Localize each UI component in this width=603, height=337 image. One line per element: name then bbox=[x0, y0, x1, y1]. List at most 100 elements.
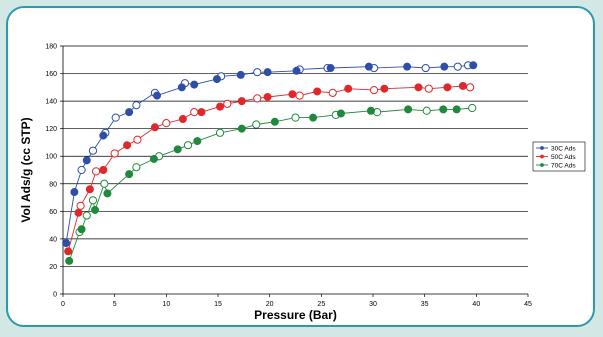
series-line bbox=[65, 64, 474, 244]
y-tick-label: 100 bbox=[45, 154, 57, 161]
data-point-adsorption bbox=[212, 75, 221, 84]
series-line bbox=[68, 107, 473, 262]
x-axis-title: Pressure (Bar) bbox=[254, 308, 337, 322]
data-point-adsorption bbox=[216, 102, 225, 111]
data-point-adsorption bbox=[292, 66, 301, 75]
data-point-adsorption bbox=[364, 62, 373, 71]
y-tick-label: 20 bbox=[49, 264, 57, 271]
legend-label: 30C Ads bbox=[551, 145, 576, 152]
data-point-desorption bbox=[76, 201, 85, 210]
data-point-adsorption bbox=[270, 117, 279, 126]
data-point-adsorption bbox=[82, 156, 91, 165]
data-point-desorption bbox=[215, 128, 225, 137]
data-point-adsorption bbox=[103, 189, 112, 198]
data-point-adsorption bbox=[77, 225, 86, 234]
y-tick-label: 0 bbox=[53, 292, 57, 299]
data-point-adsorption bbox=[64, 247, 73, 256]
y-tick-label: 180 bbox=[45, 44, 57, 51]
data-point-desorption bbox=[295, 91, 304, 100]
data-point-adsorption bbox=[404, 105, 413, 114]
data-point-desorption bbox=[369, 85, 379, 95]
data-point-desorption bbox=[110, 149, 119, 158]
data-point-adsorption bbox=[85, 185, 94, 194]
data-point-desorption bbox=[468, 103, 477, 113]
data-point-adsorption bbox=[344, 84, 353, 93]
data-point-adsorption bbox=[380, 84, 389, 93]
x-tick-label: 45 bbox=[524, 301, 532, 308]
legend-marker bbox=[540, 163, 544, 167]
data-point-desorption bbox=[77, 165, 86, 175]
data-point-desorption bbox=[132, 163, 141, 172]
data-point-adsorption bbox=[153, 91, 162, 100]
legend-item: 70C Ads bbox=[536, 162, 576, 169]
series-30c-ads bbox=[62, 61, 478, 248]
data-point-adsorption bbox=[458, 81, 467, 90]
data-point-adsorption bbox=[177, 83, 186, 92]
data-point-desorption bbox=[453, 62, 462, 71]
data-point-desorption bbox=[190, 108, 199, 117]
data-point-desorption bbox=[253, 94, 262, 103]
data-point-adsorption bbox=[173, 145, 182, 154]
data-point-adsorption bbox=[70, 188, 79, 197]
x-tick-label: 30 bbox=[369, 301, 377, 308]
x-tick-label: 5 bbox=[113, 301, 117, 308]
data-point-desorption bbox=[252, 120, 261, 129]
series-layer bbox=[62, 61, 478, 265]
data-point-adsorption bbox=[336, 109, 345, 118]
data-point-adsorption bbox=[125, 108, 134, 117]
data-point-adsorption bbox=[150, 123, 159, 132]
data-point-adsorption bbox=[125, 170, 134, 179]
x-tick-label: 15 bbox=[214, 301, 222, 308]
y-axis-title: Vol Ads/g (cc STP) bbox=[19, 117, 33, 222]
data-point-desorption bbox=[88, 196, 98, 205]
data-point-adsorption bbox=[440, 62, 449, 71]
chart: 0 20 40 60 80 100 120 140 160 180 0 5 10 15 20 25 30 35 40… bbox=[19, 44, 586, 322]
data-point-adsorption bbox=[403, 62, 412, 71]
y-tick-label: 140 bbox=[45, 99, 57, 106]
data-point-desorption bbox=[291, 113, 300, 122]
data-point-desorption bbox=[162, 119, 171, 128]
y-tick-label: 60 bbox=[49, 209, 57, 216]
axes: 0 20 40 60 80 100 120 140 160 180 0 5 10 15 20 25 30 35 40… bbox=[45, 44, 532, 309]
legend-label: 50C Ads bbox=[551, 154, 576, 161]
x-tick-label: 0 bbox=[61, 301, 65, 308]
data-point-desorption bbox=[82, 211, 91, 220]
data-point-adsorption bbox=[288, 90, 297, 99]
data-point-desorption bbox=[223, 99, 232, 108]
legend-marker bbox=[540, 154, 544, 159]
y-tick-label: 80 bbox=[49, 181, 57, 188]
data-point-adsorption bbox=[414, 83, 423, 92]
data-point-adsorption bbox=[309, 113, 318, 122]
data-point-adsorption bbox=[237, 97, 246, 106]
data-point-desorption bbox=[466, 83, 475, 92]
data-point-adsorption bbox=[443, 83, 452, 92]
data-point-adsorption bbox=[366, 106, 375, 115]
series-50c-ads bbox=[64, 81, 475, 256]
data-point-desorption bbox=[133, 135, 142, 144]
y-tick-label: 160 bbox=[45, 71, 57, 78]
data-point-desorption bbox=[132, 101, 141, 110]
data-point-adsorption bbox=[190, 80, 199, 89]
data-point-adsorption bbox=[149, 154, 158, 163]
legend-item: 30C Ads bbox=[536, 145, 576, 152]
x-tick-label: 40 bbox=[472, 301, 480, 308]
data-point-adsorption bbox=[263, 92, 272, 101]
data-point-desorption bbox=[422, 106, 431, 115]
data-point-adsorption bbox=[237, 124, 246, 133]
x-tick-label: 35 bbox=[421, 301, 429, 308]
x-tick-label: 10 bbox=[162, 301, 170, 308]
data-point-desorption bbox=[100, 179, 109, 188]
y-tick-label: 120 bbox=[45, 126, 57, 133]
legend-marker bbox=[540, 146, 544, 150]
data-point-adsorption bbox=[326, 64, 335, 73]
data-point-adsorption bbox=[62, 239, 71, 248]
data-point-adsorption bbox=[99, 131, 108, 140]
data-point-adsorption bbox=[236, 70, 245, 79]
data-point-adsorption bbox=[99, 165, 108, 174]
x-tick-label: 20 bbox=[266, 301, 274, 308]
series-70c-ads bbox=[65, 103, 477, 265]
data-point-adsorption bbox=[452, 105, 461, 114]
data-point-adsorption bbox=[439, 105, 448, 114]
data-point-desorption bbox=[328, 88, 337, 97]
